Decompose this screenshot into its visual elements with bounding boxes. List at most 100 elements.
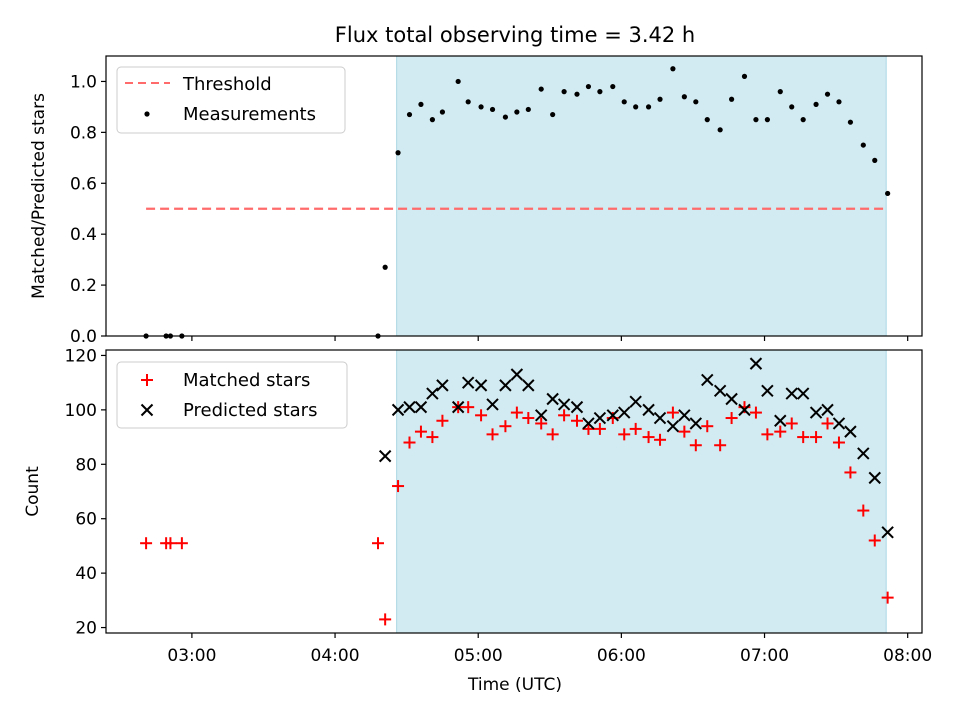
predicted-star-point [725, 392, 738, 406]
top-ytick-label-4: 0.8 [70, 123, 97, 143]
count-y-axis-label: Count [23, 466, 43, 517]
measurement-point [610, 83, 616, 90]
bottom-ytick-label-5: 120 [65, 346, 97, 366]
predicted-star-point-b [689, 417, 703, 430]
matched-star-point [761, 428, 774, 441]
matched-stars-legend-label: Matched stars [183, 370, 310, 391]
measurement-point [729, 96, 735, 102]
predicted-star-point-b [701, 373, 714, 387]
predicted-star-point [701, 373, 714, 387]
measurement-point [717, 127, 723, 133]
matched-star-point [868, 534, 881, 547]
matched-star-point [725, 412, 738, 425]
matched-star-point [642, 431, 655, 444]
measurement-point [455, 78, 461, 85]
matched-star-point [714, 439, 727, 452]
measurement-point [382, 264, 388, 270]
count-panel-frame [105, 349, 923, 634]
predicted-star-point [618, 406, 631, 419]
measurement-point [824, 91, 831, 97]
bottom-ytick-label-4: 100 [65, 401, 97, 421]
measurement-point [429, 117, 435, 123]
predicted-star-point [391, 403, 405, 417]
matched-star-point [403, 436, 416, 449]
predicted-star-point-b [774, 414, 787, 427]
predicted-star-point [414, 400, 428, 414]
legend-x-marker-b [140, 403, 154, 417]
predicted-star-point [653, 411, 667, 425]
matched-star-point [774, 425, 787, 438]
predicted-stars-legend-label: Predicted stars [183, 400, 317, 421]
predicted-star-point [474, 379, 488, 392]
predicted-star-point [582, 417, 595, 430]
predicted-star-point-b [391, 403, 405, 417]
measurement-point [764, 117, 770, 123]
predicted-star-point-b [618, 406, 631, 419]
observing-window-shade-top [396, 55, 887, 337]
predicted-star-point [486, 398, 499, 411]
matched-star-point [881, 591, 894, 604]
matched-stars-legend-swatch [141, 374, 153, 386]
predicted-star-point [785, 387, 798, 400]
predicted-star-point [451, 400, 465, 414]
measurement-point [621, 99, 627, 105]
predicted-star-point-b [522, 379, 535, 392]
measurement-point [525, 106, 531, 113]
matched-stars-points [140, 401, 894, 626]
predicted-star-point-b [713, 384, 727, 398]
chart-title: Flux total observing time = 3.42 h [335, 23, 695, 47]
predicted-star-point [606, 409, 619, 422]
predicted-star-point-b [821, 403, 834, 417]
predicted-star-point-b [796, 387, 810, 400]
predicted-star-point [689, 417, 703, 430]
matched-star-point [558, 409, 571, 422]
measurement-point [502, 114, 509, 120]
measurement-point [514, 109, 520, 115]
measurement-point [633, 104, 639, 110]
predicted-star-point-b [582, 417, 595, 430]
matched-star-point [392, 480, 405, 493]
predicted-star-point-b [534, 409, 548, 422]
predicted-star-point [534, 409, 548, 422]
measurement-point [439, 109, 446, 115]
legend-x-marker [140, 403, 154, 417]
measurement-point [645, 104, 652, 110]
predicted-star-point [570, 400, 584, 414]
predicted-star-point-b [461, 376, 475, 389]
measurement-point [538, 86, 544, 92]
predicted-star-point-b [414, 400, 428, 414]
predicted-star-point [713, 384, 727, 398]
predicted-star-point [436, 379, 449, 392]
top-ytick-label-0: 0.0 [70, 327, 97, 347]
matched-star-point [821, 417, 834, 430]
matched-star-point [570, 414, 583, 427]
ratio-legend: Threshold Measurements [116, 66, 346, 134]
matched-star-point [857, 504, 870, 517]
measurement-point [741, 73, 748, 79]
measurement-point [777, 89, 783, 95]
matched-star-point [785, 417, 798, 430]
measurement-point [550, 111, 556, 118]
measurement-point [597, 89, 603, 95]
predicted-star-point-b [738, 403, 751, 417]
predicted-star-point-b [486, 398, 499, 411]
matched-star-point [593, 422, 606, 435]
count-legend: Matched stars Predicted stars [116, 361, 348, 429]
predicted-star-point [629, 395, 642, 408]
xtick-label-5: 08:00 [883, 646, 932, 666]
matched-star-point [499, 420, 512, 433]
predicted-star-point [426, 387, 439, 400]
predicted-star-point-b [403, 400, 416, 414]
matched-star-point [486, 428, 499, 441]
measurement-point [670, 66, 676, 72]
measurement-point [813, 101, 819, 107]
matched-star-point [372, 537, 384, 550]
matched-star-point [164, 537, 177, 550]
bottom-ytick-label-1: 40 [75, 564, 97, 584]
ratio-x-ticks [191, 336, 909, 341]
top-ytick-label-3: 0.6 [70, 174, 97, 194]
matched-star-point [654, 433, 667, 446]
top-ytick-label-5: 1.0 [70, 72, 97, 92]
matched-star-point [689, 439, 702, 452]
